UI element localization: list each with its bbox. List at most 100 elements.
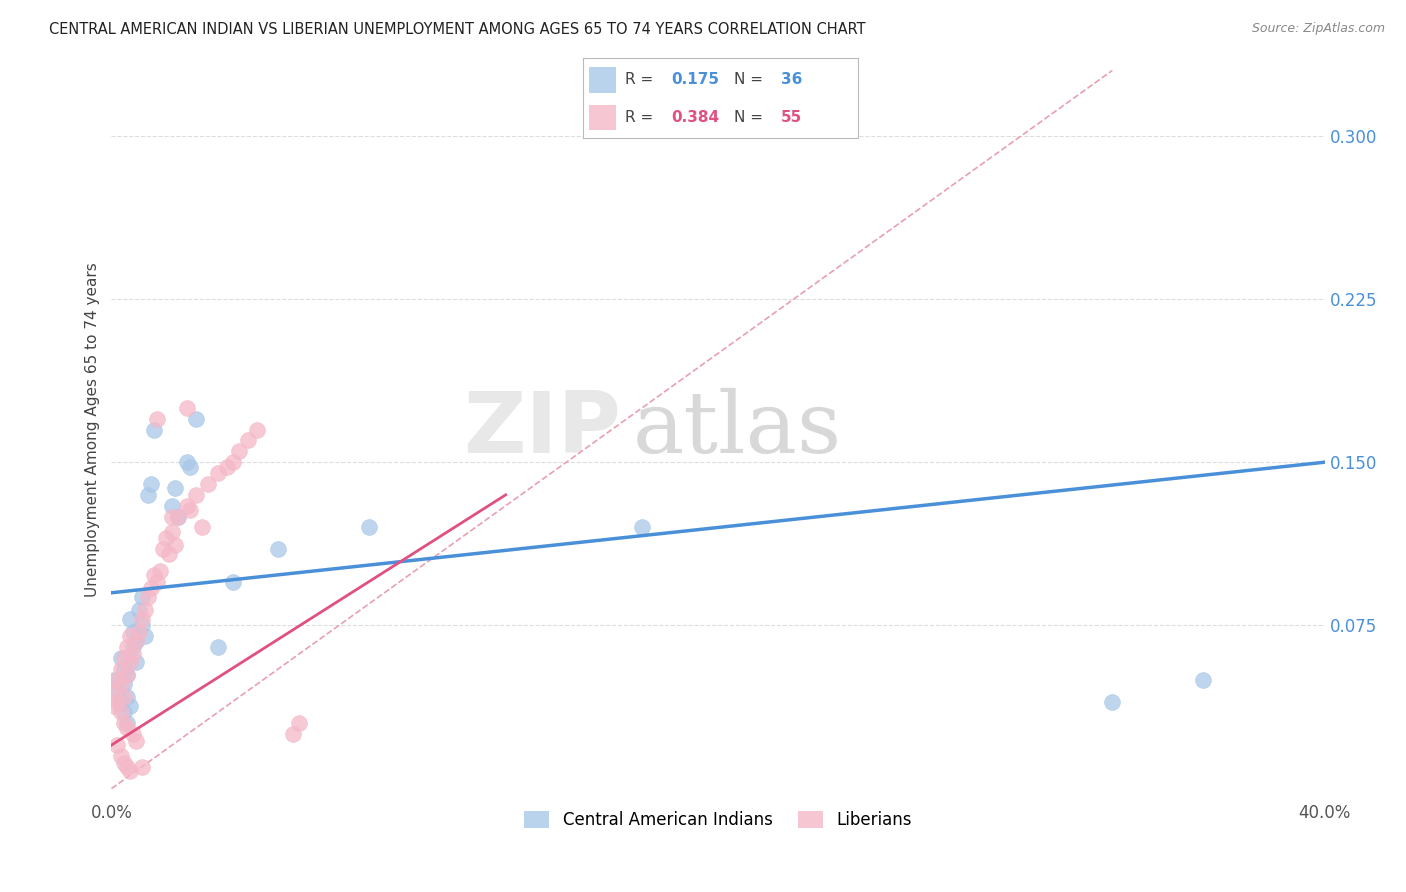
Point <box>207 640 229 655</box>
Point <box>142 568 165 582</box>
Legend: Central American Indians, Liberians: Central American Indians, Liberians <box>517 804 918 836</box>
Text: Source: ZipAtlas.com: Source: ZipAtlas.com <box>1251 22 1385 36</box>
Point <box>118 656 141 670</box>
Point <box>112 706 135 720</box>
Point <box>121 647 143 661</box>
Point <box>215 459 238 474</box>
Point <box>118 612 141 626</box>
Text: 0.175: 0.175 <box>671 72 720 87</box>
Point <box>179 459 201 474</box>
Point <box>115 721 138 735</box>
Point <box>112 677 135 691</box>
Point <box>283 727 305 741</box>
Text: ZIP: ZIP <box>463 388 621 471</box>
Y-axis label: Unemployment Among Ages 65 to 74 years: Unemployment Among Ages 65 to 74 years <box>86 262 100 597</box>
Point <box>207 466 229 480</box>
Point <box>118 629 141 643</box>
Point <box>128 603 150 617</box>
Point <box>112 716 135 731</box>
Point <box>124 633 146 648</box>
Point <box>112 756 135 770</box>
Point <box>191 520 214 534</box>
Point <box>107 683 129 698</box>
Point <box>165 481 187 495</box>
Point <box>121 727 143 741</box>
Point <box>110 651 132 665</box>
Point <box>112 690 135 705</box>
Point <box>222 455 245 469</box>
Point <box>267 542 290 557</box>
Point <box>124 656 146 670</box>
Text: atlas: atlas <box>633 388 842 471</box>
FancyBboxPatch shape <box>589 67 616 93</box>
Point <box>110 662 132 676</box>
Point <box>131 612 153 626</box>
Point <box>131 760 153 774</box>
Point <box>222 574 245 589</box>
Text: 36: 36 <box>780 72 803 87</box>
Point <box>167 509 190 524</box>
Point <box>110 695 132 709</box>
Point <box>146 574 169 589</box>
Point <box>136 488 159 502</box>
Point <box>139 582 162 596</box>
Point <box>142 423 165 437</box>
Point <box>165 538 187 552</box>
Point <box>103 698 125 713</box>
Text: R =: R = <box>624 110 658 125</box>
Point <box>118 764 141 779</box>
Point <box>246 423 269 437</box>
Point <box>359 520 381 534</box>
Point <box>112 662 135 676</box>
Point <box>167 509 190 524</box>
Point <box>128 624 150 639</box>
Point <box>149 564 172 578</box>
Point <box>146 411 169 425</box>
Point <box>1192 673 1215 687</box>
Text: R =: R = <box>624 72 658 87</box>
Text: N =: N = <box>734 72 768 87</box>
Point <box>186 488 208 502</box>
Point <box>176 455 198 469</box>
Point <box>160 509 183 524</box>
Point <box>118 698 141 713</box>
Point <box>136 590 159 604</box>
Point <box>131 590 153 604</box>
Point <box>157 547 180 561</box>
Point <box>115 690 138 705</box>
Point <box>152 542 174 557</box>
Text: CENTRAL AMERICAN INDIAN VS LIBERIAN UNEMPLOYMENT AMONG AGES 65 TO 74 YEARS CORRE: CENTRAL AMERICAN INDIAN VS LIBERIAN UNEM… <box>49 22 866 37</box>
Point <box>228 444 250 458</box>
Point <box>110 677 132 691</box>
Point <box>103 673 125 687</box>
Point <box>110 706 132 720</box>
Point <box>160 524 183 539</box>
Point <box>288 716 311 731</box>
Text: N =: N = <box>734 110 768 125</box>
Point <box>131 618 153 632</box>
Point <box>103 683 125 698</box>
Point <box>107 673 129 687</box>
Point <box>115 716 138 731</box>
Point <box>124 633 146 648</box>
Point <box>176 401 198 415</box>
Point <box>197 477 219 491</box>
Point <box>121 640 143 655</box>
FancyBboxPatch shape <box>589 104 616 130</box>
Point <box>112 651 135 665</box>
Point <box>139 477 162 491</box>
Point <box>110 749 132 764</box>
Point <box>115 760 138 774</box>
Point <box>121 624 143 639</box>
Point <box>115 668 138 682</box>
Point <box>155 532 177 546</box>
Text: 55: 55 <box>780 110 803 125</box>
Point <box>107 738 129 752</box>
Point <box>236 434 259 448</box>
Point <box>107 695 129 709</box>
Text: 0.384: 0.384 <box>671 110 720 125</box>
Point <box>1101 695 1123 709</box>
Point <box>115 668 138 682</box>
Point <box>115 640 138 655</box>
Point <box>179 503 201 517</box>
